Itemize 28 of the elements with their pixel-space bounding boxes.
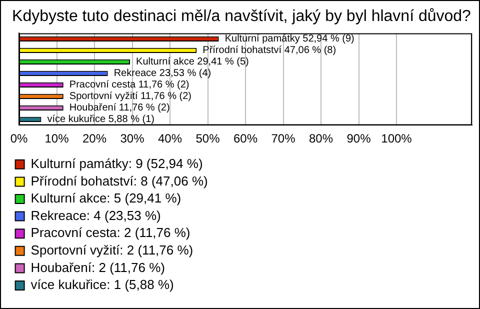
data-label: Rekreace 23,53 % (4) — [114, 68, 212, 80]
legend-label: Pracovní cesta: 2 (11,76 %) — [30, 225, 190, 240]
data-label: Sportovní vyžití 11,76 % (2) — [69, 91, 192, 102]
legend-label: více kukuřice: 1 (5,88 %) — [30, 277, 174, 292]
x-tick-label: 0% — [10, 132, 28, 146]
data-label: Houbaření 11,76 % (2) — [69, 102, 170, 114]
x-tick-label: 10% — [44, 132, 70, 146]
x-tick-label: 40% — [158, 132, 182, 146]
legend-label: Sportovní vyžití: 2 (11,76 %) — [30, 242, 194, 258]
legend-label: Rekreace: 4 (23,53 %) — [30, 208, 161, 223]
legend-label: Kulturní akce: 5 (29,41 %) — [30, 190, 182, 206]
x-tick-label: 100% — [381, 132, 412, 146]
data-label: Kulturní akce 29,41 % (5) — [136, 56, 249, 68]
legend-label: Přírodní bohatství: 8 (47,06 %) — [30, 173, 208, 188]
x-tick-label: 70% — [271, 132, 296, 146]
chart-title: Kdybyste tuto destinaci měl/a navštívit, jaký by byl hlavní důvod? — [12, 8, 472, 26]
x-tick-label: 50% — [196, 132, 220, 146]
data-label: Přírodní bohatství 47,06 % (8) — [202, 45, 336, 56]
x-tick-label: 90% — [346, 132, 372, 146]
data-label: Pracovní cesta 11,76 % (2) — [69, 80, 190, 91]
x-tick-label: 80% — [308, 132, 334, 146]
x-tick-label: 20% — [82, 132, 107, 146]
data-label: více kukuřice 5,88 % (1) — [47, 114, 154, 126]
data-label: Kulturní památky 52,94 % (9) — [224, 34, 354, 45]
legend-label: Houbaření: 2 (11,76 %) — [30, 260, 165, 275]
x-tick-label: 30% — [120, 132, 145, 146]
x-tick-label: 60% — [233, 132, 258, 146]
legend-label: Kulturní památky: 9 (52,94 %) — [30, 156, 203, 171]
